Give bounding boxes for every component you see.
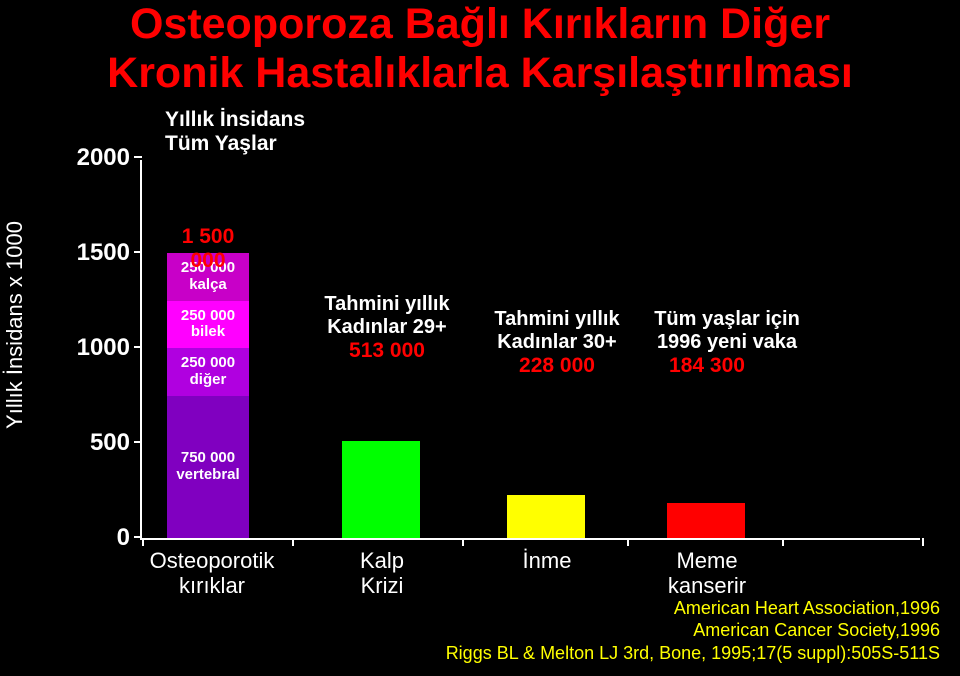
bar1-annot: Tahmini yıllık Kadınlar 29+ 513 000 — [312, 293, 462, 363]
xl: Kalp — [360, 548, 404, 573]
x-label-0: Osteoporotik kırıklar — [142, 548, 282, 599]
y-tickmark — [134, 156, 142, 158]
seg-lab: vertebral — [176, 466, 239, 483]
xl: Meme — [676, 548, 737, 573]
subtitle-line-2: Tüm Yaşlar — [165, 132, 277, 155]
annot-line: 1996 yeni vaka — [657, 331, 797, 353]
x-tickmark — [627, 538, 629, 546]
seg-lab: bilek — [191, 323, 225, 340]
annot-line: Tahmini yıllık — [494, 308, 619, 330]
bar0-seg-diger: 250 000diğer — [167, 348, 249, 396]
x-tickmark — [142, 538, 144, 546]
y-tickmark — [134, 346, 142, 348]
annot-line: Kadınlar 29+ — [327, 316, 447, 338]
bar1-value: 513 000 — [349, 339, 425, 362]
seg-lab: kalça — [189, 276, 227, 293]
bar-inme — [507, 495, 585, 538]
y-axis-label: Yıllık İnsidans x 1000 — [2, 221, 28, 429]
chart-area: Yıllık İnsidans x 1000 0 500 1000 1500 2… — [60, 110, 940, 540]
annot-line: Kadınlar 30+ — [497, 331, 617, 353]
bar-kalp-krizi — [342, 441, 420, 538]
bar3-annot: Tüm yaşlar için 1996 yeni vaka 184 300 — [642, 308, 812, 378]
title-line-1: Osteoporoza Bağlı Kırıkların Diğer — [0, 0, 960, 49]
bar-osteoporotic: 1 500 000 250 000kalça 250 000bilek 250 … — [167, 253, 249, 538]
annot-line: Tahmini yıllık — [324, 293, 449, 315]
y-tickmark — [134, 251, 142, 253]
x-tickmark — [292, 538, 294, 546]
bar0-seg-bilek: 250 000bilek — [167, 301, 249, 349]
annot-line: Tüm yaşlar için — [654, 308, 800, 330]
credit-line-2: American Cancer Society,1996 — [446, 619, 940, 642]
xl: Osteoporotik — [150, 548, 275, 573]
xl: kırıklar — [179, 573, 245, 598]
credit-line-3: Riggs BL & Melton LJ 3rd, Bone, 1995;17(… — [446, 642, 940, 665]
bar2-annot: Tahmini yıllık Kadınlar 30+ 228 000 — [482, 308, 632, 378]
xl: Krizi — [361, 573, 404, 598]
seg-lab: diğer — [190, 371, 227, 388]
xl: kanserir — [668, 573, 746, 598]
x-tickmark — [782, 538, 784, 546]
x-label-3: Meme kanserir — [652, 548, 762, 599]
bar0-total: 1 500 000 — [167, 225, 249, 273]
y-tickmark — [134, 536, 142, 538]
subtitle-line-1: Yıllık İnsidans — [165, 108, 305, 131]
bar3-value: 184 300 — [669, 354, 745, 377]
title-line-2: Kronik Hastalıklarla Karşılaştırılması — [0, 49, 960, 98]
plot-region: 1 500 000 250 000kalça 250 000bilek 250 … — [140, 160, 920, 540]
bar2-value: 228 000 — [519, 354, 595, 377]
x-tickmark — [462, 538, 464, 546]
y-tickmark — [134, 441, 142, 443]
chart-title: Osteoporoza Bağlı Kırıkların Diğer Kroni… — [0, 0, 960, 99]
seg-val: 250 000 — [181, 307, 235, 324]
chart-subtitle: Yıllık İnsidans Tüm Yaşlar — [165, 108, 305, 156]
credits: American Heart Association,1996 American… — [446, 597, 940, 665]
bar-meme-kanseri — [667, 503, 745, 538]
credit-line-1: American Heart Association,1996 — [446, 597, 940, 620]
y-tick-0: 0 — [50, 524, 130, 552]
bar0-total-value: 1 500 000 — [182, 225, 235, 272]
x-label-2: İnme — [502, 548, 592, 573]
xl: İnme — [523, 548, 572, 573]
y-tick-1500: 1500 — [50, 239, 130, 267]
bar0-seg-vertebral: 750 000vertebral — [167, 396, 249, 539]
y-tick-500: 500 — [50, 429, 130, 457]
seg-val: 750 000 — [181, 449, 235, 466]
x-tickmark — [922, 538, 924, 546]
y-tick-1000: 1000 — [50, 334, 130, 362]
x-label-1: Kalp Krizi — [337, 548, 427, 599]
seg-val: 250 000 — [181, 354, 235, 371]
y-tick-2000: 2000 — [50, 144, 130, 172]
